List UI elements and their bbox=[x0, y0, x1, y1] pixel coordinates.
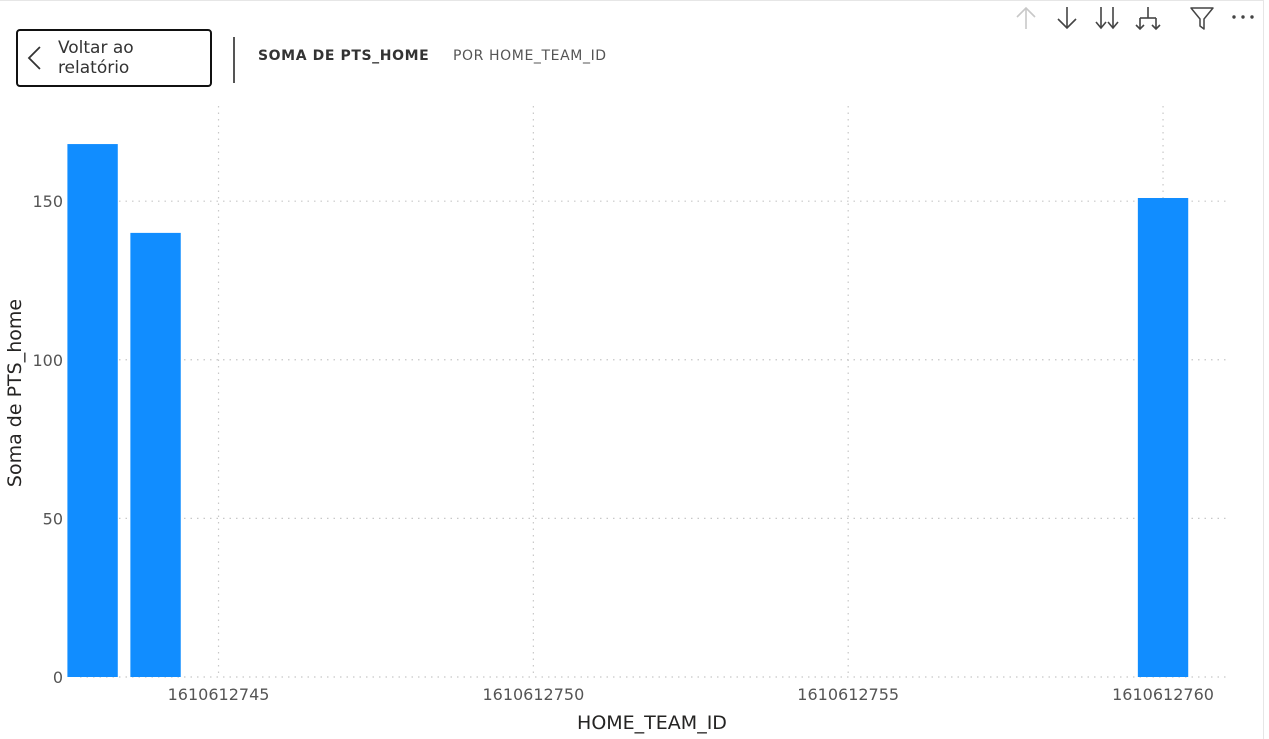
x-tick-label: 1610612755 bbox=[797, 685, 899, 704]
breadcrumb-dimension: POR HOME_TEAM_ID bbox=[453, 48, 607, 64]
more-options-icon[interactable] bbox=[1229, 4, 1257, 32]
y-axis-ticks: 0 50 100 150 bbox=[32, 192, 63, 687]
expand-hierarchy-icon[interactable] bbox=[1134, 4, 1162, 32]
gridlines bbox=[80, 106, 1226, 678]
x-axis-title: HOME_TEAM_ID bbox=[577, 712, 727, 734]
drill-down-icon[interactable] bbox=[1053, 4, 1081, 32]
header-divider bbox=[233, 37, 235, 83]
y-tick-label: 50 bbox=[43, 509, 63, 528]
visual-right-border bbox=[1263, 0, 1264, 739]
y-axis-title: Soma de PTS_home bbox=[4, 299, 26, 487]
chevron-left-icon bbox=[27, 46, 41, 70]
bar[interactable] bbox=[1137, 197, 1189, 677]
back-to-report-label: Voltar ao relatório bbox=[57, 38, 134, 78]
visual-top-border bbox=[0, 0, 1263, 1]
filter-icon[interactable] bbox=[1188, 4, 1216, 32]
x-axis-ticks: 1610612745 1610612750 1610612755 1610612760 bbox=[168, 685, 1214, 704]
x-tick-label: 1610612745 bbox=[168, 685, 270, 704]
drill-up-icon[interactable] bbox=[1012, 4, 1040, 32]
bars bbox=[67, 144, 1189, 678]
back-to-report-button[interactable]: Voltar ao relatório bbox=[16, 29, 212, 87]
x-tick-label: 1610612750 bbox=[482, 685, 584, 704]
y-tick-label: 0 bbox=[53, 668, 63, 687]
breadcrumb-measure: SOMA DE PTS_HOME bbox=[258, 48, 430, 64]
y-tick-label: 100 bbox=[32, 351, 63, 370]
expand-all-down-icon[interactable] bbox=[1093, 4, 1121, 32]
bar[interactable] bbox=[130, 232, 181, 677]
bar[interactable] bbox=[67, 144, 118, 678]
y-tick-label: 150 bbox=[32, 192, 63, 211]
x-tick-label: 1610612760 bbox=[1112, 685, 1214, 704]
